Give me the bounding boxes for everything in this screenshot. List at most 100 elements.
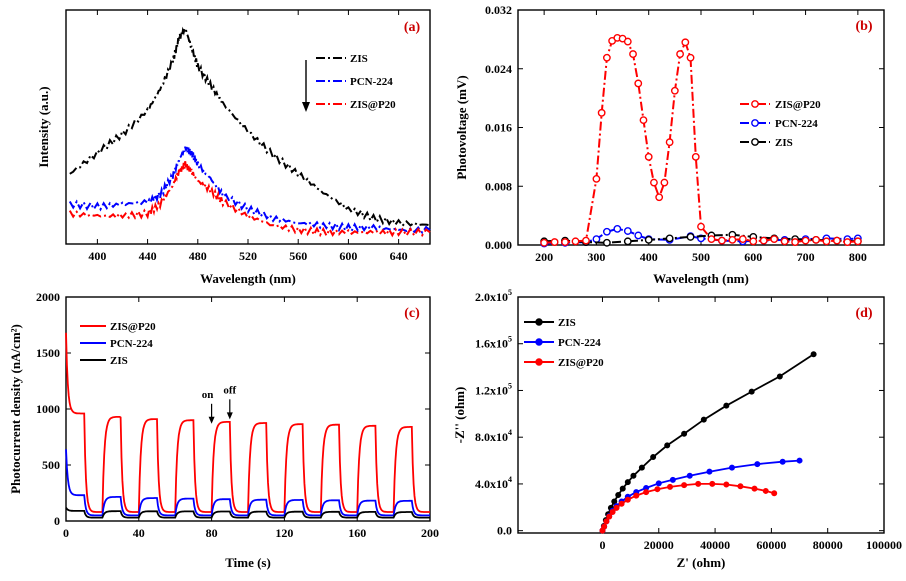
panel-b-point-ZIS@P20 [833,236,841,245]
panel-c-xtick-label: 160 [348,526,366,540]
panel-b-ytick-label: 0.016 [485,121,512,135]
panel-b-point-PCN-224 [634,231,643,240]
panel-d-ytick-label: 1.6x105 [475,335,512,351]
panel-d-point-ZIS@P20 [603,518,610,525]
panel-d-point-ZIS@P20 [601,523,608,530]
panel-c-ylabel: Photocurrent density (nA/cm²) [8,324,23,494]
panel-b-point-ZIS@P20 [602,53,611,62]
panel-b-xtick-label: 500 [692,250,710,264]
panel-a-legend-label: PCN-224 [350,76,393,88]
panel-d-legend-marker [535,318,543,326]
panel-b-xtick-label: 600 [744,250,762,264]
panel-b-xlabel: Wavelength (nm) [653,271,749,286]
panel-b-point-ZIS@P20 [634,79,643,88]
panel-c-xtick-label: 120 [275,526,293,540]
panel-b-point-ZIS@P20 [853,237,862,246]
panel-d-xtick-label: 20000 [644,538,674,552]
panel-b-point-ZIS@P20 [791,238,800,246]
panel-a-xtick-label: 400 [88,249,106,263]
panel-a-xtick-label: 600 [339,249,357,263]
panel-d-point-ZIS [650,454,657,461]
panel-b-xtick-label: 700 [797,250,815,264]
panel-b-point-ZIS [644,235,653,244]
panel-a-xtick-label: 480 [189,249,207,263]
panel-d-point-ZIS [810,351,817,358]
panel-b-point-PCN-224 [592,235,601,244]
panel-d-ylabel: -Z'' (ohm) [452,387,467,444]
panel-d-legend-marker [535,358,543,366]
panel-d-point-ZIS [619,485,626,492]
panel-b-point-ZIS@P20 [697,222,705,231]
panel-d-point-PCN-224 [754,461,761,468]
panel-d-ytick-label: 2.0x105 [475,288,512,304]
panel-d-point-ZIS [615,492,622,499]
panel-b-point-ZIS@P20 [738,235,747,244]
panel-c-series-line-ZIS@P20 [65,332,430,513]
panel-b-point-PCN-224 [613,224,622,233]
panel-b-xtick-label: 200 [535,250,553,264]
panel-d-legend-label: ZIS [558,317,576,329]
panel-d-ytick-label: 4.0x104 [475,475,512,491]
panel-b-point-ZIS@P20 [623,37,632,46]
panel-c-annotation-off: off [223,384,236,396]
panel-c-ytick-label: 500 [42,458,60,472]
panel-b-point-ZIS@P20 [681,38,690,47]
panel-b-point-ZIS@P20 [597,108,606,117]
panel-a-legend-label: ZIS@P20 [350,99,396,111]
panel-d-point-ZIS@P20 [695,480,702,487]
panel-d-xlabel: Z' (ohm) [677,555,726,570]
panel-b-xtick-label: 300 [587,250,605,264]
panel-c-legend-label: ZIS@P20 [110,321,156,333]
panel-d-point-ZIS [748,388,755,395]
panel-b-ytick-label: 0.032 [485,3,512,17]
panel-b-point-ZIS [686,233,695,241]
panel-b-point-ZIS@P20 [691,152,700,161]
panel-b-legend-label: ZIS [775,137,793,149]
panel-a-legend-label: ZIS [350,53,368,65]
panel-d-point-ZIS@P20 [618,500,625,507]
panel-b-point-ZIS@P20 [650,178,658,187]
panel-c-legend-label: ZIS [110,355,128,367]
panel-d-point-ZIS@P20 [751,485,758,492]
panel-c-ytick-label: 1000 [36,402,60,416]
panel-b-point-ZIS [623,237,632,246]
panel-b-point-ZIS@P20 [801,236,810,245]
panel-b-ylabel: Photovoltage (mV) [454,75,469,179]
panel-d-point-ZIS [681,430,688,437]
panel-b-legend-marker [751,119,759,127]
panel-c-xtick-label: 40 [133,526,145,540]
panel-d-chart: 0 20000 40000 60000 80000 100000 0.0 4.0x104 8.0… [452,288,902,570]
panel-a-chart: 400 440 480 520 560 600 640 Wavelength (nm) Inte… [36,9,431,286]
panel-b-point-ZIS@P20 [728,235,737,244]
panel-b-point-ZIS@P20 [707,235,716,244]
panel-a-xtick-label: 560 [289,249,307,263]
panel-d-point-PCN-224 [796,457,803,464]
panel-b-point-ZIS@P20 [592,175,601,183]
panel-c-ytick-label: 0 [54,514,60,528]
panel-d-point-ZIS [723,402,730,409]
panel-d-point-ZIS [630,472,637,479]
panel-c-xlabel: Time (s) [225,555,271,570]
panel-a-xtick-label: 520 [239,249,257,263]
panel-b-point-ZIS [665,234,674,243]
panel-c-legend-label: PCN-224 [110,338,153,350]
panel-a-xlabel: Wavelength (nm) [200,271,296,286]
panel-d-xtick-label: 0 [599,538,605,552]
panel-d-xtick-label: 100000 [866,538,902,552]
panel-b-point-ZIS@P20 [770,235,779,244]
panel-d-point-ZIS@P20 [613,504,620,511]
panel-d-point-ZIS@P20 [633,492,640,499]
panel-b-legend-marker [751,138,759,146]
panel-b-point-PCN-224 [602,227,611,236]
panel-c-series-line-ZIS [65,507,430,519]
panel-d-point-ZIS [700,416,707,423]
panel-c-ytick-label: 1500 [36,346,60,360]
panel-a-series-line-PCN-224 [68,146,431,235]
panel-b-point-ZIS@P20 [582,236,590,245]
panel-b-point-ZIS@P20 [759,236,768,245]
panel-a-legend-arrow-head [302,102,310,112]
panel-d-point-ZIS [624,479,631,486]
panel-c-xtick-label: 80 [206,526,218,540]
panel-d-ytick-label: 8.0x104 [475,428,512,444]
panel-b-point-ZIS@P20 [571,237,580,246]
